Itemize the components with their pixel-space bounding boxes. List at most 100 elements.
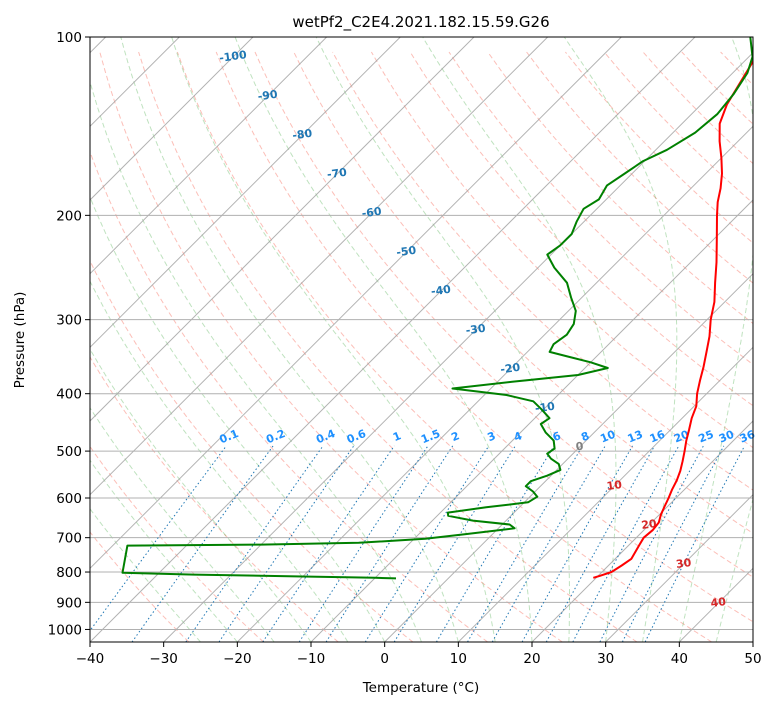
moist-adiabat [563,37,678,642]
plot-frame [89,36,754,643]
isotherm-label: 30 [675,556,692,571]
background-lines [90,37,775,642]
mixing-ratio-line [435,445,555,642]
moist-adiabat [90,280,349,642]
isotherm [678,567,753,642]
x-tick-label: −30 [149,651,178,667]
mixing-ratio-label: 0.2 [264,427,287,446]
mixing-ratio-line [262,445,395,642]
mixing-ratio-label: 2 [449,429,461,444]
mixing-ratio-label: 1 [391,429,403,444]
y-tick-label: 1000 [48,622,82,638]
moist-adiabat [120,37,459,642]
moist-adiabat [171,37,496,642]
mixing-ratio-label: 1.5 [419,427,442,446]
mixing-ratio-labels: 0.1 0.2 0.4 0.6 1 1.5 2 3 4 6 8 10 13 16 20 25 30 36 [218,427,758,446]
x-axis-label: Temperature (°C) [362,680,480,696]
moist-adiabat [90,196,386,642]
y-tick-label: 100 [56,30,82,46]
dry-adiabat [448,51,753,366]
dry-adiabat [254,51,753,578]
x-tick-label: 20 [523,651,540,667]
mixing-ratio-line [393,445,516,642]
isotherm [752,641,753,642]
dry-adiabat [370,51,753,449]
mixing-ratio-label: 30 [717,428,736,446]
dry-adiabat [90,445,264,642]
isotherm-label: -80 [292,127,314,143]
isotherm [90,37,622,570]
x-tick-label: 0 [380,651,389,667]
y-axis: 100 200 300 400 500 600 700 800 900 1000 [48,30,90,638]
isotherm-label: 0 [575,440,585,454]
moist-adiabat [678,37,753,642]
mixing-ratio-line [325,445,454,642]
y-tick-label: 500 [56,444,82,460]
isotherm [90,37,254,201]
moist-adiabat [422,37,617,642]
moist-adiabat [90,406,275,642]
y-tick-label: 900 [56,595,82,611]
isotherm-label: -20 [500,361,522,377]
mixing-ratio-line [218,445,355,642]
mixing-ratio-line [599,445,704,642]
mixing-ratio-label: 0.1 [218,427,241,446]
dry-adiabat [90,531,190,642]
mixing-ratio-label: 6 [551,429,563,444]
moist-adiabat [715,497,753,642]
isotherm [605,493,753,642]
isotherm-label: 40 [710,595,727,610]
isotherm [90,37,549,496]
mixing-ratio-line [364,445,490,642]
mixing-ratio-label: 0.4 [314,427,337,446]
isotherm-label: -50 [396,244,418,260]
mixing-ratio-label: 16 [648,428,667,446]
isotherm-label: -10 [534,400,556,416]
isotherm [236,125,753,642]
dry-adiabat [90,356,339,642]
isotherm-label: -100 [218,48,247,65]
mixing-ratio-lines [90,445,746,642]
isotherm-label: 10 [606,478,623,493]
dry-adiabat [293,51,753,534]
dry-adiabat [332,51,753,491]
y-tick-label: 600 [56,491,82,507]
isotherm-label: -90 [257,88,279,104]
y-tick-label: 400 [56,387,82,403]
x-tick-label: −40 [76,651,105,667]
mixing-ratio-line [521,445,633,642]
temperature-line [593,57,753,579]
x-tick-label: 40 [671,651,688,667]
isotherm [384,272,753,642]
profiles [121,37,753,580]
x-tick-label: −10 [297,651,326,667]
dry-adiabat [487,51,753,325]
isotherm-label: -40 [430,283,452,299]
dewpoint-line [121,37,753,580]
dry-adiabat [603,51,753,204]
moist-adiabat [90,508,201,642]
dry-adiabat [759,52,775,642]
x-tick-label: −20 [223,651,252,667]
dry-adiabat [90,150,488,642]
isotherm [90,37,401,349]
moist-adiabat [90,459,238,642]
mixing-ratio-line [185,445,324,642]
dry-adiabat [138,51,638,642]
isotherm [90,37,696,642]
dry-adiabat [642,51,753,165]
mixing-ratio-label: 13 [626,428,645,446]
mixing-ratio-line [131,445,274,642]
moist-adiabat [90,348,312,642]
dry-adiabat [90,259,414,642]
chart-title: wetPf2_C2E4.2021.182.15.59.G26 [292,13,549,32]
isotherm-label: -70 [326,166,348,182]
y-tick-label: 300 [56,313,82,329]
mixing-ratio-label: 25 [697,428,716,446]
mixing-ratio-label: 10 [598,428,617,446]
dry-adiabat [215,51,753,623]
dry-adiabat [565,51,753,244]
dry-adiabat [99,51,563,642]
